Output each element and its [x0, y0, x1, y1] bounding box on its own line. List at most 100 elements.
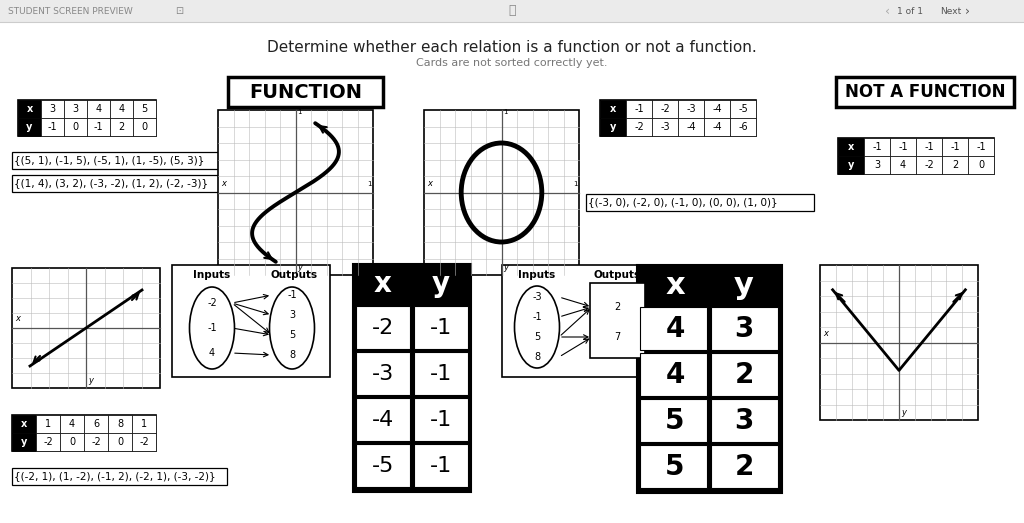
Bar	[228, 77, 383, 107]
Text: 3: 3	[49, 104, 55, 114]
Text: 5: 5	[534, 332, 540, 342]
Bar	[424, 110, 579, 275]
Bar	[110, 118, 133, 136]
Bar	[916, 156, 942, 174]
Bar	[586, 194, 814, 211]
Text: ⊡: ⊡	[175, 6, 183, 16]
Text: 3: 3	[873, 160, 880, 170]
Text: x: x	[221, 178, 226, 188]
Text: -3: -3	[372, 364, 394, 384]
Bar	[640, 307, 707, 350]
Text: 0: 0	[978, 160, 984, 170]
Bar	[133, 100, 156, 118]
Bar	[87, 100, 110, 118]
Bar	[356, 306, 410, 349]
Text: 6: 6	[93, 419, 99, 429]
Bar	[414, 398, 468, 441]
Text: Inputs: Inputs	[194, 270, 230, 280]
Bar	[133, 118, 156, 136]
Text: x: x	[848, 142, 854, 152]
Text: -1: -1	[430, 318, 453, 338]
Bar	[218, 110, 373, 275]
Bar	[36, 433, 60, 451]
Bar	[108, 415, 132, 433]
Text: ⤢: ⤢	[508, 5, 516, 17]
Bar	[711, 399, 778, 442]
Text: 5: 5	[666, 407, 685, 435]
Text: -1: -1	[532, 312, 542, 322]
Text: 2: 2	[119, 122, 125, 132]
Bar	[41, 100, 63, 118]
Text: 5: 5	[289, 330, 295, 340]
Text: -1: -1	[950, 142, 959, 152]
Bar	[730, 100, 756, 118]
Text: x: x	[610, 104, 616, 114]
Text: 4: 4	[666, 315, 685, 343]
Text: 3: 3	[73, 104, 79, 114]
Ellipse shape	[514, 286, 559, 368]
Text: 2: 2	[734, 361, 754, 389]
Bar	[18, 118, 41, 136]
Bar	[63, 118, 87, 136]
Bar	[18, 100, 41, 118]
Text: ›: ›	[965, 5, 970, 17]
Bar	[87, 118, 110, 136]
Ellipse shape	[189, 287, 234, 369]
Text: 1: 1	[573, 180, 578, 187]
Bar	[705, 100, 730, 118]
Text: 1: 1	[504, 109, 508, 115]
Text: 4: 4	[666, 361, 685, 389]
Bar	[12, 175, 222, 192]
Text: 8: 8	[289, 350, 295, 360]
Text: y: y	[610, 122, 616, 132]
Text: -2: -2	[139, 437, 148, 447]
Text: 0: 0	[141, 122, 147, 132]
Bar	[640, 399, 707, 442]
Bar	[864, 138, 890, 156]
Bar	[637, 265, 782, 493]
Bar	[36, 415, 60, 433]
Text: y: y	[298, 263, 302, 272]
Text: -2: -2	[91, 437, 101, 447]
Text: x: x	[20, 419, 27, 429]
Text: -5: -5	[372, 456, 394, 476]
Text: 7: 7	[613, 332, 621, 342]
Text: -1: -1	[872, 142, 882, 152]
Text: y: y	[901, 408, 906, 417]
Text: -3: -3	[686, 104, 696, 114]
Text: -2: -2	[372, 318, 394, 338]
Bar	[132, 415, 156, 433]
Text: Next: Next	[940, 6, 962, 16]
Text: x: x	[27, 104, 33, 114]
Bar	[864, 156, 890, 174]
Text: -3: -3	[660, 122, 670, 132]
Text: y: y	[27, 122, 33, 132]
Text: -5: -5	[738, 104, 748, 114]
Text: y: y	[432, 270, 451, 298]
Text: -1: -1	[925, 142, 934, 152]
Bar	[12, 268, 160, 388]
Text: -4: -4	[686, 122, 696, 132]
Text: 5: 5	[666, 453, 685, 481]
Text: Determine whether each relation is a function or not a function.: Determine whether each relation is a fun…	[267, 40, 757, 54]
Bar	[12, 433, 36, 451]
Bar	[84, 433, 108, 451]
Text: -1: -1	[430, 410, 453, 430]
Text: Outputs: Outputs	[594, 270, 641, 280]
Bar	[12, 415, 36, 433]
Bar	[60, 415, 84, 433]
Bar	[590, 283, 645, 358]
Bar	[640, 445, 707, 488]
Text: Cards are not sorted correctly yet.: Cards are not sorted correctly yet.	[416, 58, 608, 68]
Bar	[711, 307, 778, 350]
Text: y: y	[20, 437, 28, 447]
Bar	[172, 265, 330, 377]
Bar	[652, 118, 678, 136]
Text: x: x	[427, 178, 432, 188]
Text: {(-3, 0), (-2, 0), (-1, 0), (0, 0), (1, 0)}: {(-3, 0), (-2, 0), (-1, 0), (0, 0), (1, …	[588, 198, 777, 208]
Bar	[711, 445, 778, 488]
Text: x: x	[823, 328, 828, 337]
Bar	[640, 353, 707, 396]
Bar	[626, 118, 652, 136]
Bar	[942, 138, 968, 156]
